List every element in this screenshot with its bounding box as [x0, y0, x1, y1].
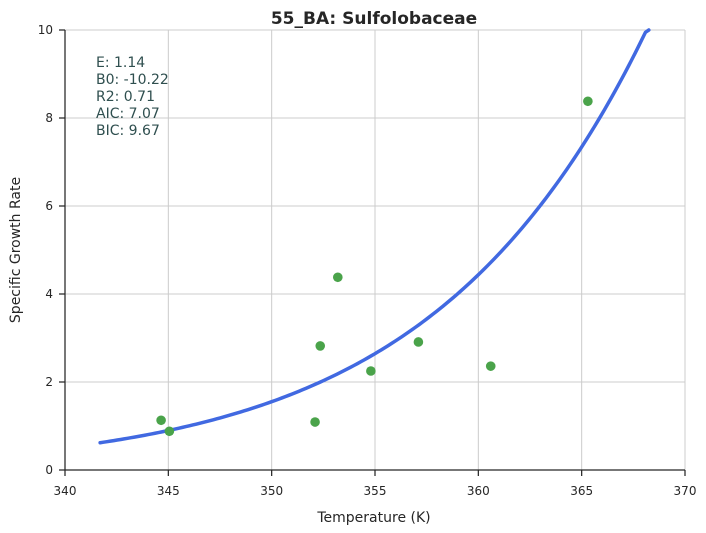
y-axis-label: Specific Growth Rate — [8, 177, 24, 323]
y-tick-label: 2 — [45, 375, 53, 389]
annotation-e: E: 1.14 — [96, 55, 145, 71]
annotation-r2: R2: 0.71 — [96, 89, 155, 105]
data-point — [164, 426, 175, 437]
x-tick-label: 350 — [260, 484, 283, 498]
x-tick-label: 370 — [674, 484, 697, 498]
fit-curve-layer — [98, 28, 651, 445]
data-point — [310, 417, 320, 427]
fit-curve — [98, 28, 651, 445]
x-tick-label: 360 — [467, 484, 490, 498]
x-axis-label: Temperature (K) — [316, 510, 430, 526]
y-tick-label: 6 — [45, 199, 53, 213]
annotation-b0: B0: -10.22 — [96, 72, 169, 88]
annotation-aic: AIC: 7.07 — [96, 106, 160, 122]
data-point — [413, 337, 424, 347]
data-point — [366, 366, 376, 376]
x-tick-label: 345 — [157, 484, 180, 498]
data-point — [156, 415, 166, 426]
data-point — [485, 361, 496, 371]
axes: 340 345 350 355 360 365 370 0 2 4 6 8 10 — [38, 23, 697, 498]
annotation-bic: BIC: 9.67 — [96, 123, 160, 139]
data-point — [583, 96, 593, 107]
fit-statistics: E: 1.14 B0: -10.22 R2: 0.71 AIC: 7.07 BI… — [96, 55, 169, 139]
chart-title: 55_BA: Sulfolobaceae — [271, 9, 477, 29]
data-point — [333, 272, 343, 283]
y-tick-label: 4 — [45, 287, 53, 301]
x-tick-label: 365 — [570, 484, 593, 498]
data-point — [315, 341, 326, 351]
data-points-layer — [156, 96, 593, 437]
x-tick-label: 355 — [364, 484, 387, 498]
grid — [65, 29, 686, 470]
y-tick-label: 8 — [45, 111, 53, 125]
y-tick-label: 0 — [45, 463, 53, 477]
x-tick-label: 340 — [54, 484, 77, 498]
y-tick-label: 10 — [38, 23, 53, 37]
